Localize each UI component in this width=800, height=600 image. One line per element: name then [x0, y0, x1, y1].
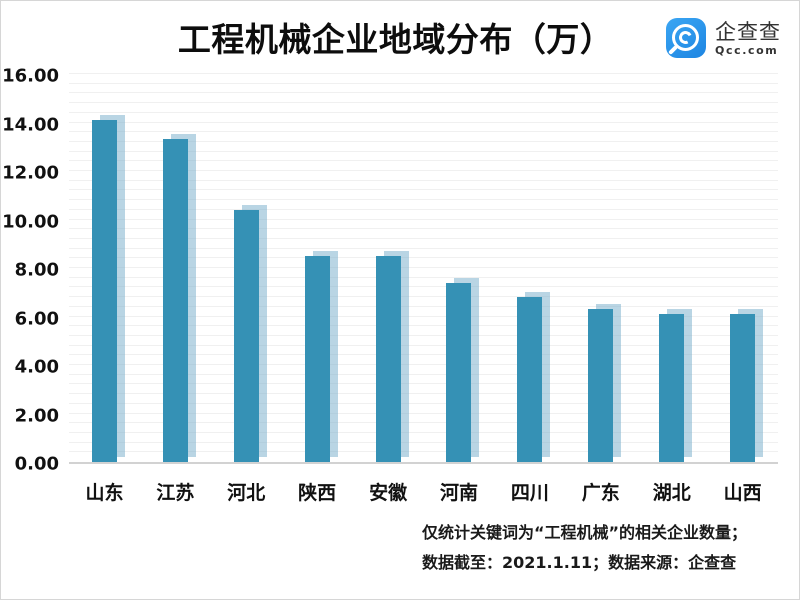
chart-title: 工程机械企业地域分布（万） [177, 20, 614, 59]
gridline [69, 296, 778, 298]
bar-陕西 [304, 255, 330, 462]
gridline [69, 170, 778, 171]
gridline [69, 131, 778, 133]
gridline [69, 228, 778, 230]
bar-山西 [730, 314, 756, 462]
gridline [69, 315, 778, 317]
logo-domain: Qcc.com [715, 43, 779, 57]
x-axis-label-山西: 山西 [723, 482, 762, 504]
gridline [69, 179, 778, 181]
gridline [69, 305, 778, 307]
gridline [69, 441, 778, 443]
x-axis-label-广东: 广东 [581, 482, 620, 504]
gridline [69, 412, 778, 414]
bar-安徽 [375, 255, 401, 462]
y-axis-label: 12.00 [2, 162, 59, 184]
gridline [69, 286, 778, 288]
x-axis-label-山东: 山东 [85, 482, 124, 504]
logo-ring-shape [672, 24, 699, 51]
gridline [69, 267, 778, 268]
qcc-magnifier-c-icon [666, 18, 706, 58]
gridline [69, 344, 778, 346]
y-axis-label: 4.00 [14, 356, 59, 378]
x-axis-label-安徽: 安徽 [369, 482, 408, 504]
x-axis-label-四川: 四川 [510, 482, 549, 504]
gridline [69, 373, 778, 375]
x-axis-label-湖北: 湖北 [652, 482, 691, 504]
y-axis-label: 10.00 [2, 211, 59, 232]
gridline [69, 237, 778, 239]
footer-notes: 仅统计关键词为“工程机械”的相关企业数量； 数据截至：2021.1.11；数据来… [422, 518, 747, 578]
qcc-logo[interactable]: 企查查 Qcc.com [666, 18, 781, 58]
gridline [69, 393, 778, 395]
gridline [69, 431, 778, 433]
gridline [69, 92, 778, 94]
gridline [69, 140, 778, 142]
gridline [69, 325, 778, 327]
gridline [69, 208, 778, 210]
y-axis-label: 8.00 [14, 259, 59, 281]
gridline [69, 160, 778, 162]
gridline [69, 364, 778, 365]
x-axis: 山东 江苏 河北 陕西 安徽 河南 四川 广东 湖北 山西 [69, 478, 778, 505]
gridline [69, 276, 778, 278]
gridline [69, 257, 778, 259]
gridline [69, 73, 778, 74]
bar-河南 [446, 282, 472, 462]
gridline [69, 150, 778, 152]
gridline [69, 422, 778, 424]
gridline [69, 218, 778, 220]
gridline [69, 121, 778, 123]
bar-湖北 [659, 314, 685, 462]
gridline [69, 451, 778, 453]
footer-note-source: 数据截至：2021.1.11；数据来源：企查查 [422, 553, 737, 572]
gridline [69, 102, 778, 104]
gridline [69, 334, 778, 336]
logo-magnifier-handle-shape [668, 45, 678, 55]
x-axis-label-河南: 河南 [439, 482, 478, 504]
logo-brand-name: 企查查 [715, 19, 781, 44]
y-axis-label: 16.00 [2, 65, 59, 87]
x-axis-label-陕西: 陕西 [298, 482, 337, 504]
gridline [69, 82, 778, 84]
gridline [69, 199, 778, 201]
gridline [69, 383, 778, 385]
y-axis-label: 14.00 [2, 114, 59, 135]
x-axis-label-江苏: 江苏 [156, 482, 195, 504]
bar-广东 [588, 309, 614, 462]
y-axis-label: 6.00 [14, 308, 59, 329]
logo-text: 企查查 Qcc.com [715, 20, 781, 57]
bar-山东 [91, 120, 117, 462]
x-axis-label-河北: 河北 [227, 482, 266, 504]
gridline [69, 189, 778, 191]
plot-area [69, 73, 778, 464]
y-axis-label: 0.00 [14, 453, 59, 475]
y-axis: 0.00 2.00 4.00 6.00 8.00 10.00 12.00 14.00 16.00 [1, 66, 59, 475]
bar-河北 [233, 209, 259, 462]
gridline [69, 247, 778, 249]
y-axis-label: 2.00 [14, 405, 59, 426]
footer-note-scope: 仅统计关键词为“工程机械”的相关企业数量； [422, 523, 748, 542]
gridline [69, 402, 778, 404]
gridline [69, 111, 778, 113]
gridline [69, 354, 778, 356]
bar-江苏 [162, 139, 188, 462]
bar-四川 [517, 297, 543, 462]
